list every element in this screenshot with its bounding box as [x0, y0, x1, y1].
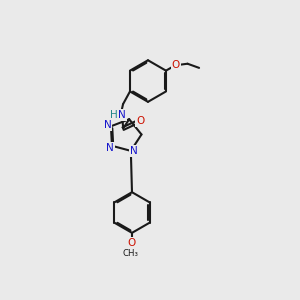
Text: O: O [136, 116, 144, 126]
Text: CH₃: CH₃ [123, 249, 139, 258]
Text: N: N [106, 143, 114, 153]
Text: H: H [110, 110, 118, 120]
Text: N: N [130, 146, 138, 156]
Text: N: N [104, 120, 112, 130]
Text: N: N [118, 110, 126, 120]
Text: O: O [172, 60, 180, 70]
Text: O: O [128, 238, 136, 248]
